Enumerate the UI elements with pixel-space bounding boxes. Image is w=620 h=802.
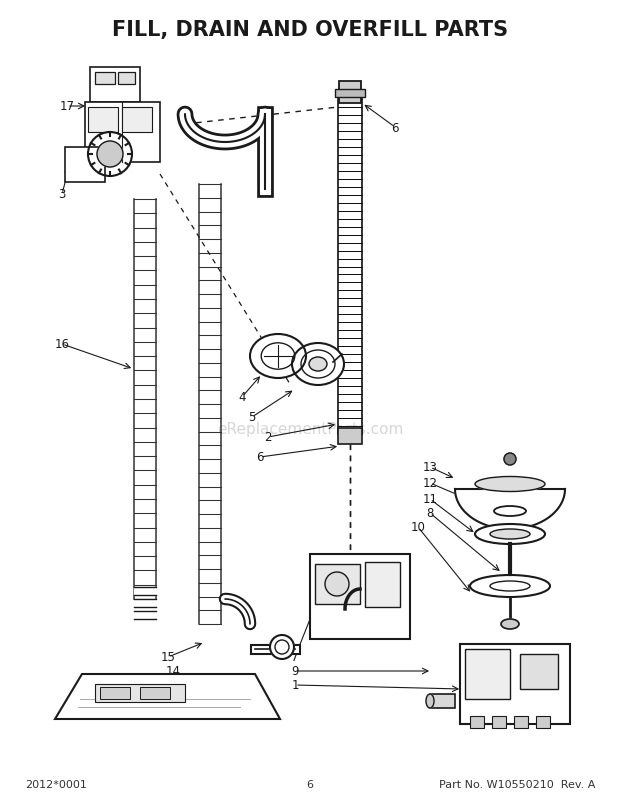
Ellipse shape (426, 695, 434, 708)
Text: 4: 4 (238, 391, 246, 404)
Ellipse shape (501, 619, 519, 630)
Text: 5: 5 (249, 411, 255, 424)
Text: 11: 11 (422, 493, 438, 506)
Text: 2: 2 (264, 431, 272, 444)
Ellipse shape (309, 358, 327, 371)
Bar (430, 695, 455, 708)
Bar (88, 107, 118, 133)
Text: 6: 6 (256, 451, 264, 464)
Circle shape (270, 635, 294, 659)
Bar (95, 684, 185, 702)
Bar (460, 644, 570, 724)
Text: 1: 1 (291, 678, 299, 691)
Circle shape (325, 573, 349, 596)
Ellipse shape (475, 525, 545, 545)
Bar (536, 716, 550, 728)
Bar (338, 428, 362, 444)
Text: 17: 17 (60, 100, 74, 113)
Text: 14: 14 (166, 665, 180, 678)
Text: 6: 6 (391, 121, 399, 134)
Bar (134, 611, 156, 619)
Bar (339, 82, 361, 104)
Circle shape (88, 133, 132, 176)
Ellipse shape (494, 506, 526, 516)
Bar (140, 687, 170, 699)
Bar (100, 687, 130, 699)
Text: 2012*0001: 2012*0001 (25, 779, 87, 789)
Bar (315, 565, 360, 604)
Bar (122, 107, 152, 133)
Circle shape (97, 142, 123, 168)
Ellipse shape (250, 334, 306, 379)
Bar (85, 103, 160, 163)
Bar (365, 562, 400, 607)
Bar (90, 68, 140, 103)
Bar (134, 599, 156, 607)
Text: 16: 16 (55, 338, 69, 351)
Bar (492, 716, 506, 728)
Text: Part No. W10550210  Rev. A: Part No. W10550210 Rev. A (438, 779, 595, 789)
Text: 10: 10 (410, 520, 425, 534)
Bar (65, 148, 105, 183)
Text: 3: 3 (58, 188, 66, 201)
Bar (520, 654, 558, 689)
Text: 6: 6 (306, 779, 314, 789)
Text: eReplacementParts.com: eReplacementParts.com (217, 422, 403, 437)
Text: 15: 15 (161, 650, 175, 664)
Text: 8: 8 (427, 507, 433, 520)
Bar (335, 90, 365, 98)
Text: 12: 12 (422, 477, 438, 490)
Ellipse shape (490, 529, 530, 539)
Bar (118, 73, 135, 85)
Polygon shape (55, 674, 280, 719)
Ellipse shape (292, 343, 344, 386)
Circle shape (504, 453, 516, 465)
Bar (134, 587, 156, 595)
Bar (310, 554, 410, 639)
Bar (470, 716, 484, 728)
Polygon shape (455, 489, 565, 529)
Text: 9: 9 (291, 665, 299, 678)
Ellipse shape (475, 477, 545, 492)
Bar (465, 649, 510, 699)
Text: 13: 13 (423, 461, 438, 474)
Ellipse shape (490, 581, 530, 591)
Bar (95, 73, 115, 85)
Text: FILL, DRAIN AND OVERFILL PARTS: FILL, DRAIN AND OVERFILL PARTS (112, 20, 508, 40)
Text: 7: 7 (291, 650, 299, 664)
Ellipse shape (470, 575, 550, 597)
Bar (514, 716, 528, 728)
